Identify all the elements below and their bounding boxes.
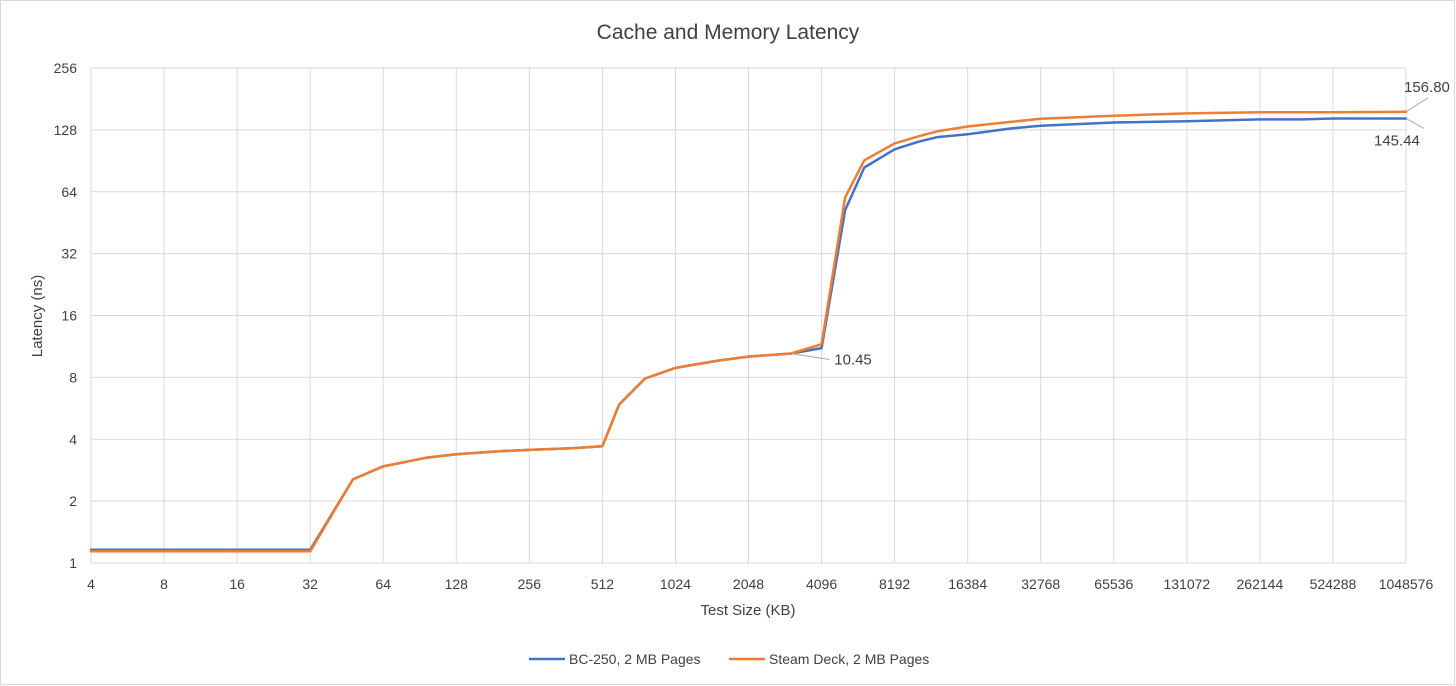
legend-label-2: Steam Deck, 2 MB Pages: [769, 651, 929, 667]
annotation-leader: [1405, 97, 1429, 113]
x-axis-title: Test Size (KB): [700, 602, 795, 619]
annotation-label: 145.44: [1374, 132, 1420, 149]
y-tick-label: 32: [61, 246, 77, 262]
y-tick-label: 128: [54, 122, 78, 138]
x-tick-label: 1024: [660, 576, 691, 592]
annotations: 156.80 145.44 10.45: [791, 79, 1450, 369]
x-tick-label: 64: [375, 576, 391, 592]
legend-label-1: BC-250, 2 MB Pages: [569, 651, 701, 667]
x-tick-label: 16: [229, 576, 245, 592]
x-tick-label: 8192: [879, 576, 910, 592]
x-tick-label: 262144: [1237, 576, 1284, 592]
x-tick-label: 65536: [1094, 576, 1133, 592]
x-tick-label: 8: [160, 576, 168, 592]
y-axis-ticks: 1 2 4 8 16 32 64 128 256: [54, 60, 78, 571]
annotation-leader: [791, 353, 830, 361]
y-tick-label: 2: [69, 493, 77, 509]
chart-title: Cache and Memory Latency: [597, 21, 860, 44]
y-tick-label: 1: [69, 555, 77, 571]
x-tick-label: 512: [591, 576, 615, 592]
legend: BC-250, 2 MB Pages Steam Deck, 2 MB Pages: [529, 651, 929, 667]
y-tick-label: 16: [61, 308, 77, 324]
y-tick-label: 256: [54, 60, 78, 76]
gridlines: [90, 67, 1407, 564]
y-tick-label: 64: [61, 184, 77, 200]
series-line-2: [89, 110, 1408, 553]
x-tick-label: 128: [445, 576, 469, 592]
x-tick-label: 1048576: [1379, 576, 1434, 592]
annotation-label: 10.45: [834, 352, 872, 369]
x-tick-label: 2048: [733, 576, 764, 592]
y-axis-title: Latency (ns): [29, 275, 46, 358]
annotation-label: 156.80: [1404, 79, 1450, 96]
y-tick-label: 4: [69, 431, 77, 447]
x-tick-label: 32768: [1021, 576, 1060, 592]
series-lines: [89, 110, 1408, 553]
x-tick-label: 131072: [1163, 576, 1210, 592]
annotation-leader: [1405, 118, 1425, 129]
x-axis-ticks: 4 8 16 32 64 128 256 512 1024 2048 4096 8192 16384 32…: [87, 576, 1433, 592]
x-tick-label: 16384: [948, 576, 987, 592]
x-tick-label: 524288: [1310, 576, 1357, 592]
x-tick-label: 32: [302, 576, 318, 592]
x-tick-label: 4096: [806, 576, 837, 592]
x-tick-label: 256: [518, 576, 542, 592]
x-tick-label: 4: [87, 576, 95, 592]
y-tick-label: 8: [69, 369, 77, 385]
